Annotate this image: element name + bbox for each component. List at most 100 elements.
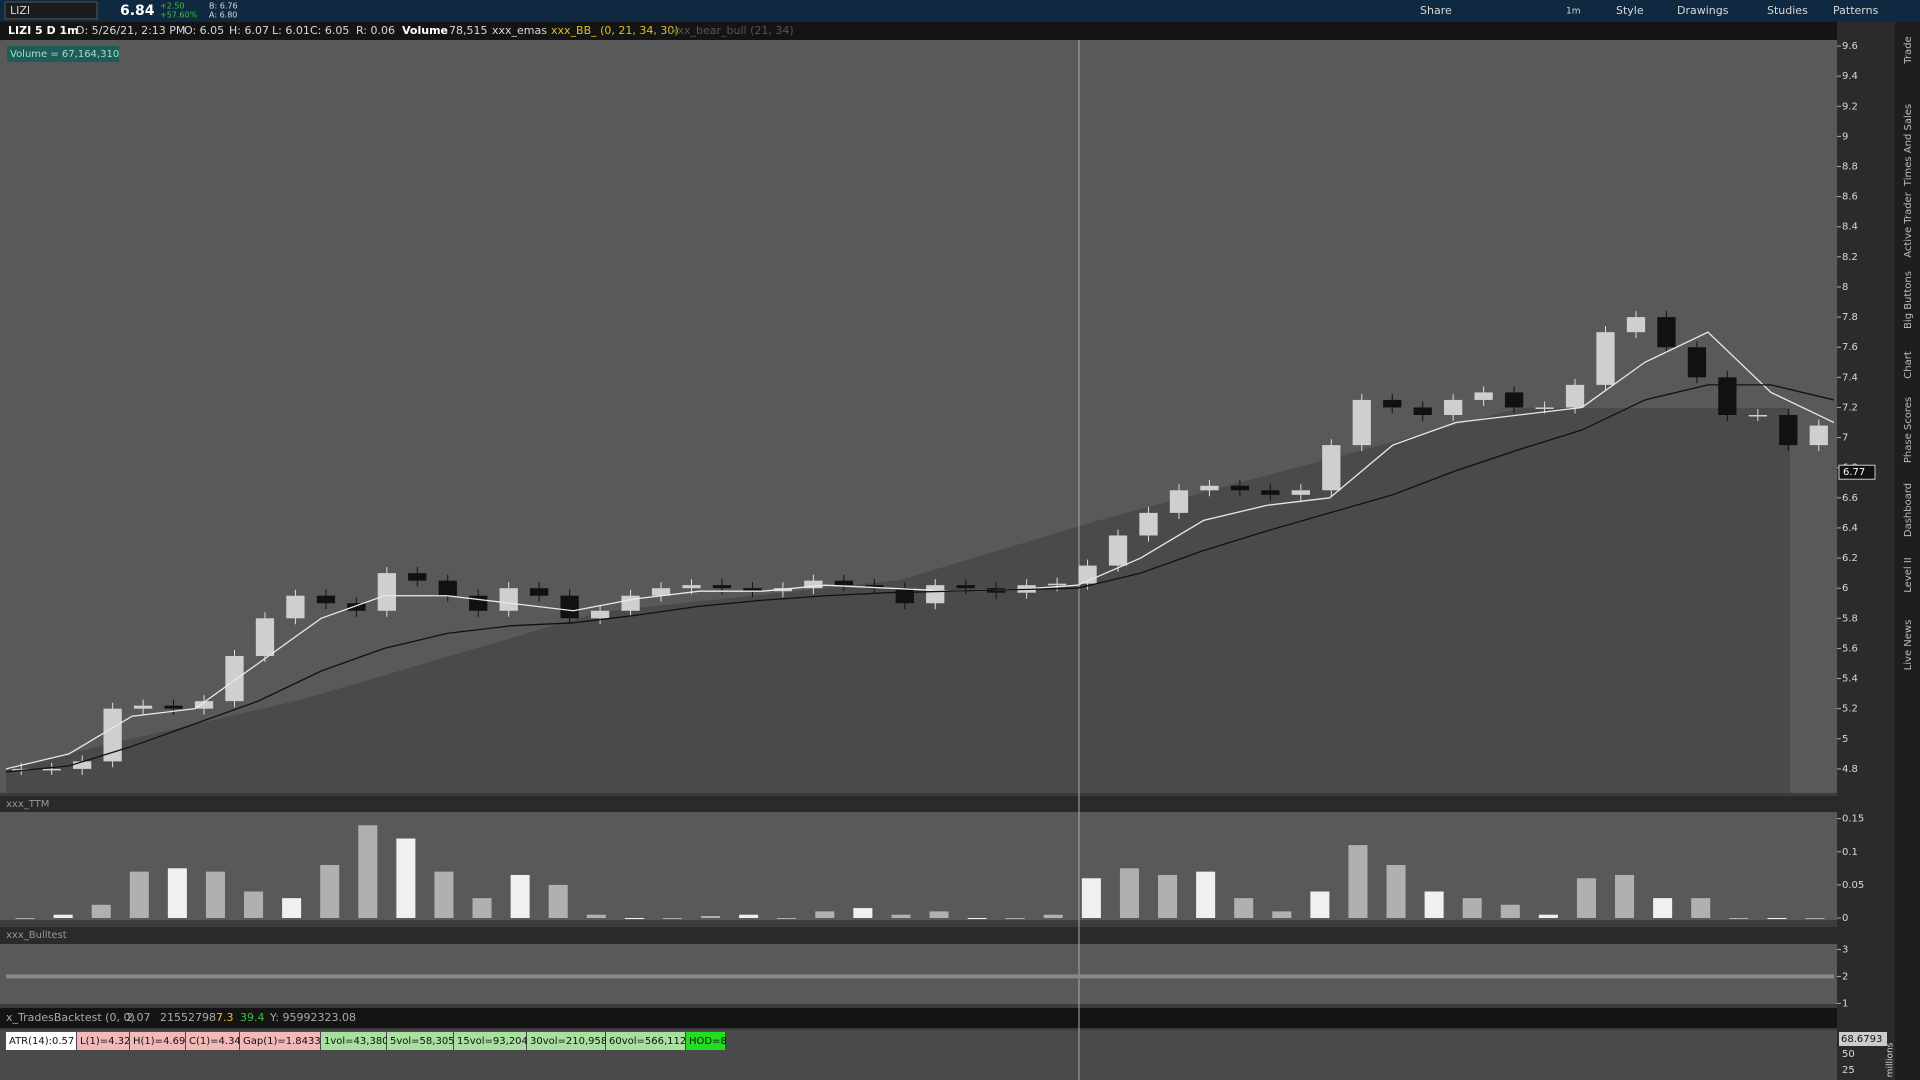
study-label-box xyxy=(130,1032,185,1050)
volume-marker: 68.6793 xyxy=(1841,1034,1882,1045)
candle xyxy=(316,595,336,604)
backtest-field: x_TradesBacktest (0, 0) xyxy=(6,1011,135,1024)
toolbar-button[interactable]: Drawings xyxy=(1677,4,1729,17)
side-tab[interactable]: Level II xyxy=(1903,557,1914,592)
study-label-box xyxy=(527,1032,605,1050)
y-tick-label: 6 xyxy=(1842,583,1848,594)
info-field: H: 6.07 xyxy=(229,24,269,37)
candle xyxy=(499,588,518,611)
candle xyxy=(347,603,366,611)
candle xyxy=(1718,377,1737,415)
toolbar-button[interactable]: Patterns xyxy=(1833,4,1879,17)
ttm-bar xyxy=(1310,891,1330,919)
y-tick-label: 6.2 xyxy=(1842,553,1858,564)
backtest-field: Y: 95992323.08 xyxy=(269,1011,356,1024)
candle xyxy=(469,595,488,611)
side-tab[interactable]: Times And Sales xyxy=(1903,104,1914,187)
top-bar xyxy=(0,0,1920,22)
ttm-bar xyxy=(472,898,492,919)
y-tick-label: 0.05 xyxy=(1842,880,1864,891)
study-label-box xyxy=(686,1032,725,1050)
y-tick-label: 7.4 xyxy=(1842,372,1858,383)
last-price: 6.84 xyxy=(120,3,155,19)
candle xyxy=(1474,392,1493,400)
candle xyxy=(377,573,396,611)
ttm-header xyxy=(0,796,1837,812)
study-label: H(1)=4.69 xyxy=(133,1036,185,1047)
y-tick-label: 9.4 xyxy=(1842,71,1858,82)
ttm-bar xyxy=(1500,904,1520,919)
backtest-row xyxy=(0,1008,1837,1028)
ttm-bar xyxy=(1805,918,1825,920)
study-label: 5vol=58,305 xyxy=(390,1036,455,1047)
y-tick-label: 7 xyxy=(1842,433,1848,444)
ttm-bar xyxy=(1424,891,1444,919)
study-label: C(1)=4.34 xyxy=(189,1036,241,1047)
side-tab[interactable]: Active Trader xyxy=(1903,191,1914,257)
y-tick-label: 0 xyxy=(1842,913,1848,924)
y-tick-label: 7.2 xyxy=(1842,402,1858,413)
symbol-box[interactable] xyxy=(4,1,98,20)
candle xyxy=(1504,392,1524,408)
ask: A: 6.80 xyxy=(209,11,237,20)
candle xyxy=(1413,407,1432,415)
ttm-bar xyxy=(967,918,987,920)
study-label-box xyxy=(77,1032,129,1050)
aggregation[interactable]: 1m xyxy=(1566,7,1581,17)
y-tick-label: 8.2 xyxy=(1842,252,1858,263)
ttm-bar xyxy=(1691,898,1711,919)
toolbar-button[interactable]: Share xyxy=(1420,4,1452,17)
candle xyxy=(438,580,457,596)
info-field: LIZI 5 D 1m xyxy=(8,24,79,37)
axis-unit: millions xyxy=(1886,1042,1896,1077)
info-field: xxx_BB_ (0, 21, 34, 30) xyxy=(551,24,679,37)
side-tab[interactable]: Chart xyxy=(1903,351,1914,379)
volume-marker-box xyxy=(1839,1032,1887,1046)
ttm-bar xyxy=(586,914,606,919)
ttm-bar xyxy=(1386,865,1406,919)
ttm-bar xyxy=(1119,868,1139,919)
ttm-pane xyxy=(0,812,1837,920)
info-field: L: 6.01 xyxy=(272,24,310,37)
info-field: Volume xyxy=(402,24,448,37)
ttm-bar xyxy=(1538,914,1558,919)
candle xyxy=(1108,535,1128,566)
ttm-bar xyxy=(1043,914,1063,919)
candle xyxy=(1687,347,1707,378)
y-tick-label: 5.2 xyxy=(1842,704,1858,715)
study-label: 60vol=566,112 xyxy=(609,1036,686,1047)
side-tab[interactable]: Trade xyxy=(1903,36,1914,64)
ttm-bar xyxy=(510,874,530,919)
candle xyxy=(1809,425,1828,446)
side-tab[interactable]: Big Buttons xyxy=(1903,271,1914,329)
y-tick-label: 0.15 xyxy=(1842,814,1864,825)
ttm-bar xyxy=(1653,898,1673,919)
info-bar xyxy=(0,22,1837,40)
candle xyxy=(1261,490,1280,495)
candle xyxy=(1626,317,1646,333)
info-field: C: 6.05 xyxy=(310,24,349,37)
backtest-field: 2.07 xyxy=(126,1011,151,1024)
candle xyxy=(743,588,762,592)
side-tab[interactable]: Dashboard xyxy=(1903,483,1914,537)
study-label: 1vol=43,380 xyxy=(324,1036,389,1047)
candle xyxy=(651,588,671,596)
change: +2.50 xyxy=(160,2,185,11)
ttm-bar xyxy=(739,914,759,919)
bulltest-pane xyxy=(0,944,1837,1004)
ttm-bar xyxy=(1234,898,1254,919)
toolbar-button[interactable]: Style xyxy=(1616,4,1644,17)
study-label: 15vol=93,204 xyxy=(457,1036,528,1047)
toolbar-button[interactable]: Studies xyxy=(1767,4,1808,17)
ttm-bar xyxy=(853,908,873,919)
candle xyxy=(103,708,122,762)
ttm-bar xyxy=(320,865,340,919)
y-tick-label: 8.8 xyxy=(1842,162,1858,173)
side-tab[interactable]: Phase Scores xyxy=(1903,397,1914,463)
y-tick-label: 8 xyxy=(1842,282,1848,293)
ttm-bar xyxy=(1462,898,1482,919)
candle xyxy=(956,585,975,589)
side-tab[interactable]: Live News xyxy=(1903,620,1914,671)
study-label: Gap(1)=1.8433 xyxy=(243,1036,321,1047)
